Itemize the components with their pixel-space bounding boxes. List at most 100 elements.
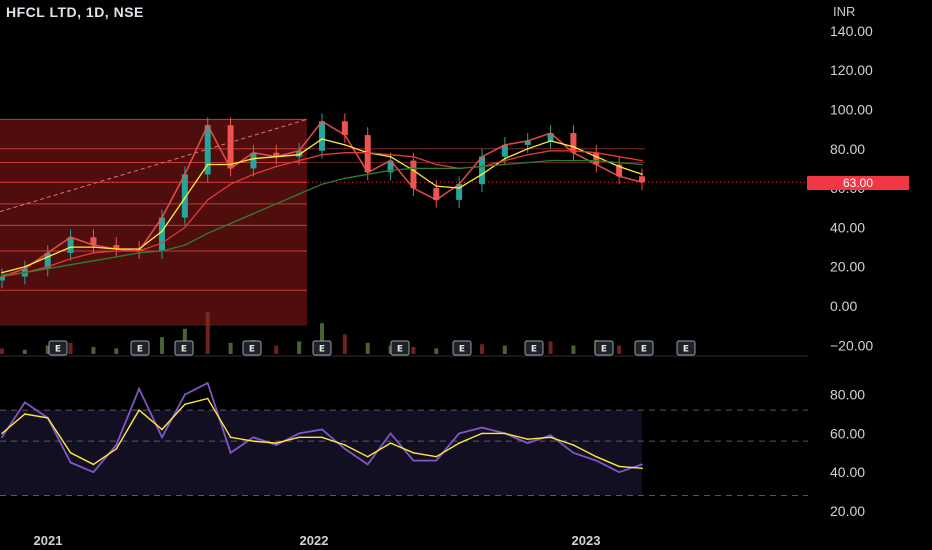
event-label: E	[683, 345, 689, 355]
earnings-event-marker: E	[634, 340, 654, 356]
earnings-event-marker: E	[242, 340, 262, 356]
rsi-point	[229, 436, 232, 439]
price-candle	[524, 140, 531, 145]
price-candle	[159, 217, 165, 251]
event-label: E	[531, 345, 537, 355]
series-point	[115, 250, 118, 252]
earnings-event-marker: E	[524, 340, 544, 356]
event-box	[676, 340, 696, 356]
earnings-event-marker: E	[130, 340, 150, 356]
series-point	[504, 163, 506, 166]
price-candle	[181, 174, 188, 218]
series-point	[504, 159, 506, 162]
y-tick-label: 140.00	[830, 23, 873, 39]
event-box	[174, 340, 194, 356]
event-box	[242, 340, 262, 356]
series-point	[252, 151, 255, 154]
series-point	[572, 159, 575, 162]
earnings-event-marker: E	[312, 340, 332, 356]
rsi-point	[344, 444, 346, 446]
volume-bar	[297, 341, 302, 354]
rsi-point	[572, 444, 575, 446]
series-point	[389, 159, 392, 162]
rsi-point	[138, 387, 140, 390]
series-point	[69, 258, 72, 260]
event-label: E	[459, 345, 465, 355]
series-point	[161, 230, 163, 233]
series-point	[115, 248, 118, 250]
rsi-point	[321, 436, 323, 439]
chart-title: HFCL LTD, 1D, NSE	[6, 4, 144, 20]
rsi-y-tick-label: 40.00	[830, 464, 865, 480]
event-box	[524, 340, 544, 356]
y-tick-label: 20.00	[830, 259, 865, 275]
volume-bar	[114, 348, 119, 354]
rsi-point	[549, 434, 552, 437]
event-label: E	[55, 345, 61, 355]
rsi-point	[1, 436, 3, 439]
event-box	[594, 340, 614, 356]
series-point	[504, 157, 506, 160]
volume-bar	[205, 312, 210, 354]
event-label: E	[641, 345, 647, 355]
rsi-band-fill	[0, 410, 642, 496]
volume-bar	[91, 347, 96, 354]
price-candle	[0, 276, 5, 281]
volume-bar	[548, 341, 553, 354]
series-point	[435, 185, 438, 187]
series-point	[549, 149, 552, 152]
series-point	[344, 151, 346, 154]
series-point	[161, 242, 163, 244]
rsi-point	[252, 440, 255, 442]
series-point	[275, 203, 278, 205]
series-point	[595, 151, 598, 154]
rsi-point	[366, 463, 369, 466]
series-point	[618, 161, 620, 164]
series-point	[526, 153, 529, 156]
series-point	[618, 175, 620, 178]
series-point	[252, 173, 255, 176]
volume-bar	[434, 348, 439, 354]
series-point	[458, 183, 460, 185]
series-point	[435, 163, 438, 166]
rsi-point	[138, 409, 140, 411]
rsi-point	[206, 382, 209, 384]
series-point	[321, 153, 323, 156]
series-point	[92, 246, 95, 248]
currency-label: INR	[833, 4, 856, 19]
rsi-point	[389, 442, 392, 444]
series-point	[24, 271, 26, 274]
series-point	[252, 212, 255, 215]
series-point	[161, 216, 163, 219]
price-candle	[570, 133, 577, 153]
rsi-point	[184, 403, 186, 406]
series-point	[184, 244, 186, 246]
series-point	[321, 120, 323, 123]
series-point	[138, 248, 140, 250]
price-candle	[456, 184, 463, 200]
volume-bar	[480, 344, 484, 354]
y-tick-label: −20.00	[830, 337, 873, 353]
price-candle	[547, 133, 554, 141]
series-point	[412, 187, 415, 189]
rsi-point	[526, 442, 529, 444]
rsi-point	[435, 455, 438, 458]
rsi-point	[572, 452, 575, 454]
rsi-point	[115, 444, 118, 446]
event-box	[390, 340, 410, 356]
price-candle	[639, 176, 645, 183]
price-candle	[204, 125, 211, 175]
volume-bar	[160, 337, 164, 354]
y-tick-label: 80.00	[830, 141, 865, 157]
volume-bar	[320, 323, 324, 354]
fib-zone	[0, 119, 307, 326]
series-point	[595, 163, 598, 166]
price-candle	[501, 144, 508, 157]
y-tick-label: 40.00	[830, 219, 865, 235]
series-point	[92, 252, 95, 254]
price-candle	[67, 237, 74, 253]
series-point	[572, 151, 575, 154]
event-label: E	[249, 345, 255, 355]
series-point	[298, 193, 300, 195]
